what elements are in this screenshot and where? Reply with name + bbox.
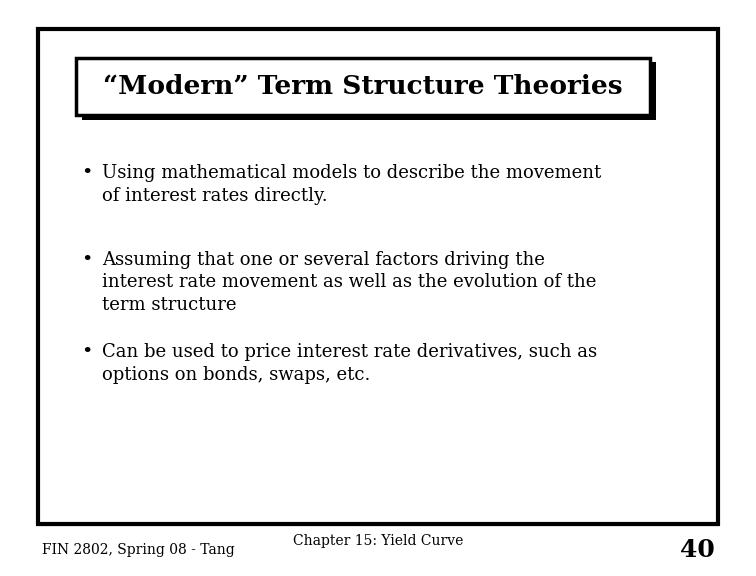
Text: Using mathematical models to describe the movement
of interest rates directly.: Using mathematical models to describe th… [102,164,601,205]
Bar [38,29,718,524]
Text: “Modern” Term Structure Theories: “Modern” Term Structure Theories [103,74,623,99]
Text: •: • [81,343,93,361]
Text: •: • [81,164,93,182]
Text: FIN 2802, Spring 08 - Tang: FIN 2802, Spring 08 - Tang [42,543,234,557]
Text: 40: 40 [680,538,714,562]
Bar [76,58,650,115]
Text: •: • [81,251,93,268]
Text: Assuming that one or several factors driving the
interest rate movement as well : Assuming that one or several factors dri… [102,251,596,314]
Bar [82,62,656,120]
Text: Can be used to price interest rate derivatives, such as
options on bonds, swaps,: Can be used to price interest rate deriv… [102,343,597,384]
Text: Chapter 15: Yield Curve: Chapter 15: Yield Curve [293,535,463,548]
